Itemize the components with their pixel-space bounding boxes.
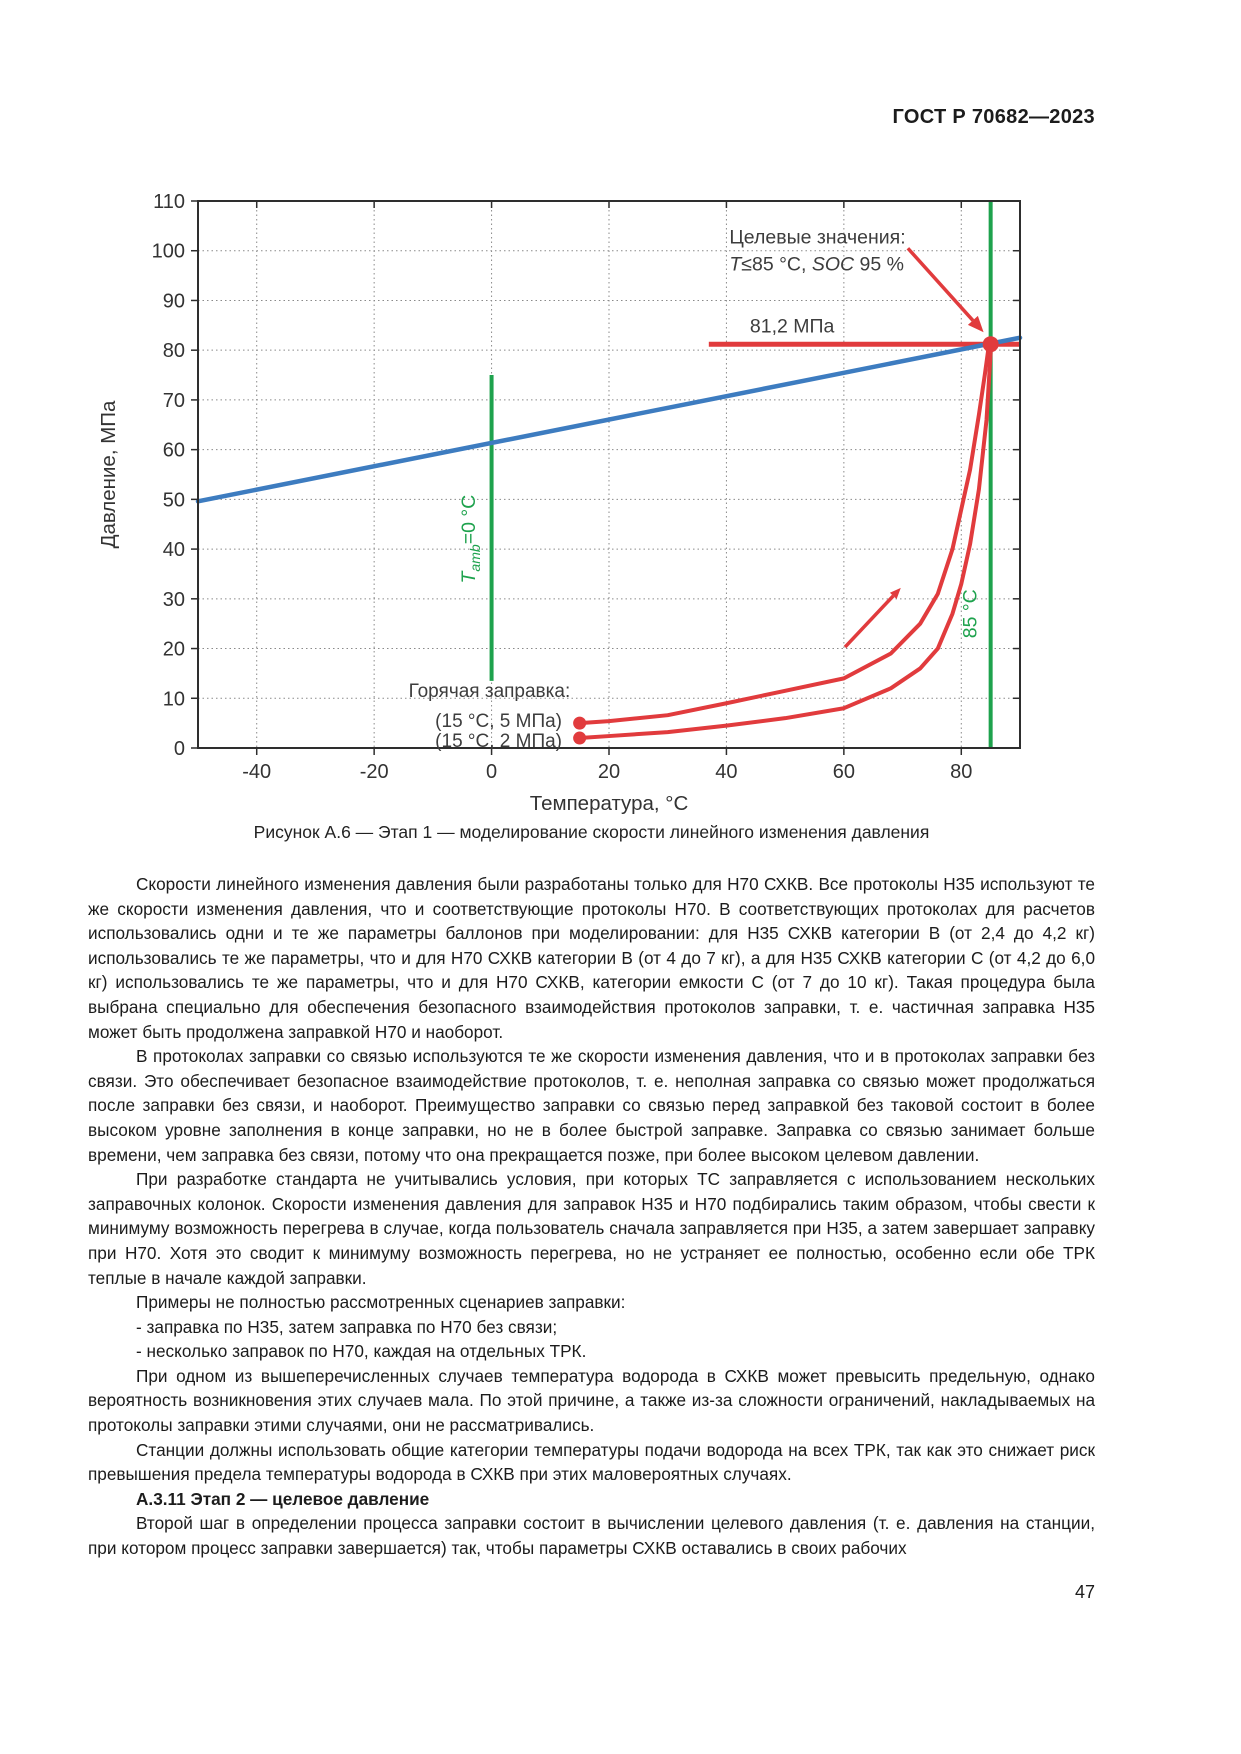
x-tick-label: 0 bbox=[486, 761, 497, 783]
paragraph: Скорости линейного изменения давления бы… bbox=[88, 874, 1095, 1042]
chart-annotation: T≤85 °С, SOC 95 % bbox=[729, 254, 904, 276]
chart-annotation: 85 °С bbox=[960, 589, 982, 638]
y-tick-label: 20 bbox=[163, 639, 185, 661]
x-axis-label: Температура, °С bbox=[530, 792, 689, 815]
list-item: - заправка по Н35, затем заправка по Н70… bbox=[136, 1316, 558, 1337]
chart-annotation: Tamb=0 °С bbox=[458, 495, 483, 584]
paragraph: Второй шаг в определении процесса заправ… bbox=[88, 1513, 1095, 1559]
body-text: Скорости линейного изменения давления бы… bbox=[88, 872, 1095, 1561]
chart-annotation: Целевые значения: bbox=[729, 226, 905, 248]
chart-series bbox=[577, 350, 993, 741]
chart-series bbox=[195, 335, 1023, 504]
chart-annotation: Горячая заправка: bbox=[409, 681, 571, 702]
start-point-5mpa bbox=[573, 716, 587, 730]
y-tick-label: 40 bbox=[163, 539, 185, 561]
y-tick-label: 80 bbox=[163, 340, 185, 362]
figure-caption: Рисунок А.6 — Этап 1 — моделирование ско… bbox=[253, 822, 930, 842]
y-tick-label: 10 bbox=[163, 688, 185, 710]
target-arrow bbox=[906, 247, 975, 322]
chart-annotation: (15 °С, 5 МПа) bbox=[435, 711, 562, 732]
y-tick-label: 110 bbox=[153, 191, 185, 213]
y-tick-label: 100 bbox=[152, 241, 185, 263]
y-tick-label: 0 bbox=[174, 738, 185, 760]
y-tick-label: 90 bbox=[163, 290, 185, 312]
y-tick-label: 70 bbox=[163, 390, 185, 412]
target-arrow-head bbox=[967, 315, 984, 333]
paragraph: При одном из вышеперечисленных случаев т… bbox=[88, 1365, 1095, 1436]
x-tick-label: 40 bbox=[715, 761, 737, 783]
ramp-direction-arrow bbox=[843, 594, 895, 649]
paragraph: В протоколах заправки со связью использу… bbox=[88, 1046, 1095, 1165]
chart-series bbox=[577, 343, 991, 726]
x-tick-label: 20 bbox=[598, 761, 620, 783]
list-item: - несколько заправок по Н70, каждая на о… bbox=[136, 1341, 587, 1362]
chart-annotation: 81,2 МПа bbox=[750, 315, 835, 337]
y-tick-label: 50 bbox=[163, 489, 185, 511]
paragraph: При разработке стандарта не учитывались … bbox=[88, 1169, 1095, 1288]
x-tick-label: -40 bbox=[242, 761, 271, 783]
page-number: 47 bbox=[1074, 1582, 1095, 1602]
x-tick-label: 80 bbox=[950, 761, 972, 783]
y-tick-label: 60 bbox=[163, 440, 185, 462]
x-tick-label: -20 bbox=[360, 761, 389, 783]
y-tick-label: 30 bbox=[163, 589, 185, 611]
paragraph: Станции должны использовать общие катего… bbox=[88, 1439, 1095, 1485]
figure-chart: -40 -20 0 20 40 60 80 0 10 20 30 40 50 60 70 80 90 100 110… bbox=[97, 191, 1023, 815]
section-heading: А.3.11 Этап 2 — целевое давление bbox=[136, 1488, 430, 1509]
document-code: ГОСТ Р 70682—2023 bbox=[892, 106, 1095, 128]
start-point-2mpa bbox=[573, 731, 587, 745]
y-axis-label: Давление, МПа bbox=[97, 400, 120, 548]
paragraph: Примеры не полностью рассмотренных сцена… bbox=[136, 1292, 626, 1313]
chart-annotation: (15 °С, 2 МПа) bbox=[435, 731, 562, 752]
x-tick-label: 60 bbox=[833, 761, 855, 783]
ramp-direction-arrow-head bbox=[889, 587, 901, 600]
target-point bbox=[982, 336, 999, 353]
